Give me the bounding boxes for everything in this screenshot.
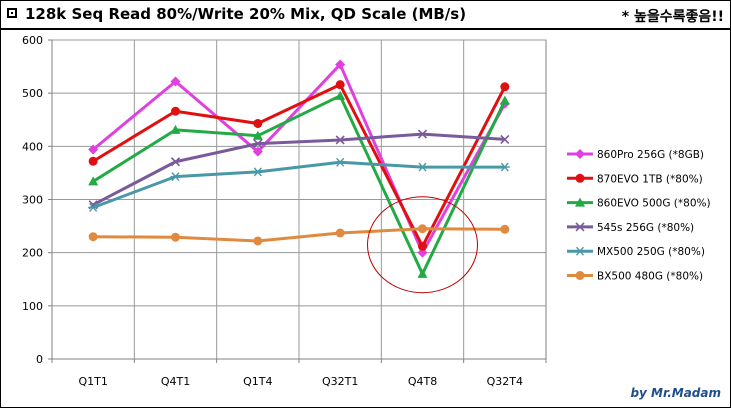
legend-marker	[575, 173, 585, 183]
data-point	[253, 236, 263, 246]
higher-is-better-note: * 높을수록좋음!!	[621, 9, 724, 25]
data-point	[252, 167, 263, 177]
x-tick-label: Q4T1	[161, 375, 190, 388]
legend-entry: 860EVO 500G (*80%)	[597, 198, 711, 210]
y-tick-label: 300	[22, 194, 43, 207]
series-line-3	[92, 132, 505, 207]
y-tick-label: 600	[22, 34, 43, 47]
title-bar: 128k Seq Read 80%/Write 20% Mix, QD Scal…	[1, 1, 730, 29]
author-credit: by Mr.Madam	[630, 386, 721, 400]
x-tick-label: Q1T4	[243, 375, 272, 388]
data-point	[88, 203, 99, 212]
data-point	[170, 172, 181, 182]
data-point	[335, 80, 345, 90]
data-point	[417, 268, 428, 278]
data-point	[417, 247, 428, 258]
series-line-2	[92, 94, 507, 276]
x-tick-label: Q1T1	[78, 375, 107, 388]
y-tick-label: 100	[22, 300, 43, 313]
title-separator	[1, 28, 730, 30]
y-tick-label: 400	[22, 140, 43, 153]
annotation-circle	[367, 196, 478, 294]
data-point	[88, 176, 99, 186]
x-tick-label: Q32T4	[487, 375, 523, 388]
data-point	[500, 134, 510, 144]
data-point	[88, 144, 99, 155]
x-tick-label: Q4T8	[408, 375, 437, 388]
data-point	[252, 130, 263, 140]
series-line-1	[92, 83, 507, 248]
data-point	[170, 157, 181, 167]
data-point	[88, 156, 98, 166]
legend-marker	[575, 246, 585, 256]
chart-title: 128k Seq Read 80%/Write 20% Mix, QD Scal…	[25, 5, 467, 23]
checkbox-square-icon	[7, 8, 17, 18]
data-point	[88, 232, 98, 242]
data-point	[499, 162, 510, 172]
data-point	[335, 135, 345, 145]
data-point	[170, 124, 181, 134]
y-tick-label: 500	[22, 87, 43, 100]
series-line-5	[93, 227, 505, 243]
y-tick-label: 200	[22, 247, 43, 260]
data-point	[418, 224, 427, 234]
legend-marker	[575, 149, 585, 159]
data-point	[253, 139, 263, 149]
data-point	[335, 228, 345, 238]
data-point	[170, 76, 181, 87]
data-point	[500, 82, 510, 92]
legend-marker	[575, 222, 585, 232]
legend-entry: 860Pro 256G (*8GB)	[597, 149, 704, 161]
data-point	[335, 59, 346, 70]
data-point	[417, 162, 428, 172]
legend-entry: MX500 250G (*80%)	[597, 246, 705, 258]
legend-marker	[575, 197, 585, 207]
y-tick-label: 0	[36, 353, 43, 366]
data-point	[252, 146, 263, 157]
legend-entry: BX500 480G (*80%)	[597, 271, 703, 283]
data-point	[500, 224, 510, 234]
data-point	[417, 129, 428, 139]
data-point	[418, 241, 427, 251]
data-point	[335, 90, 346, 100]
x-tick-label: Q32T1	[322, 375, 358, 388]
legend-entry: 545s 256G (*80%)	[597, 222, 694, 234]
legend-marker	[575, 271, 585, 280]
data-point	[499, 95, 510, 105]
data-point	[171, 106, 180, 116]
data-point	[253, 118, 263, 128]
series-line-4	[92, 160, 505, 209]
data-point	[335, 157, 346, 167]
legend-entry: 870EVO 1TB (*80%)	[597, 173, 703, 185]
data-point	[171, 232, 180, 242]
